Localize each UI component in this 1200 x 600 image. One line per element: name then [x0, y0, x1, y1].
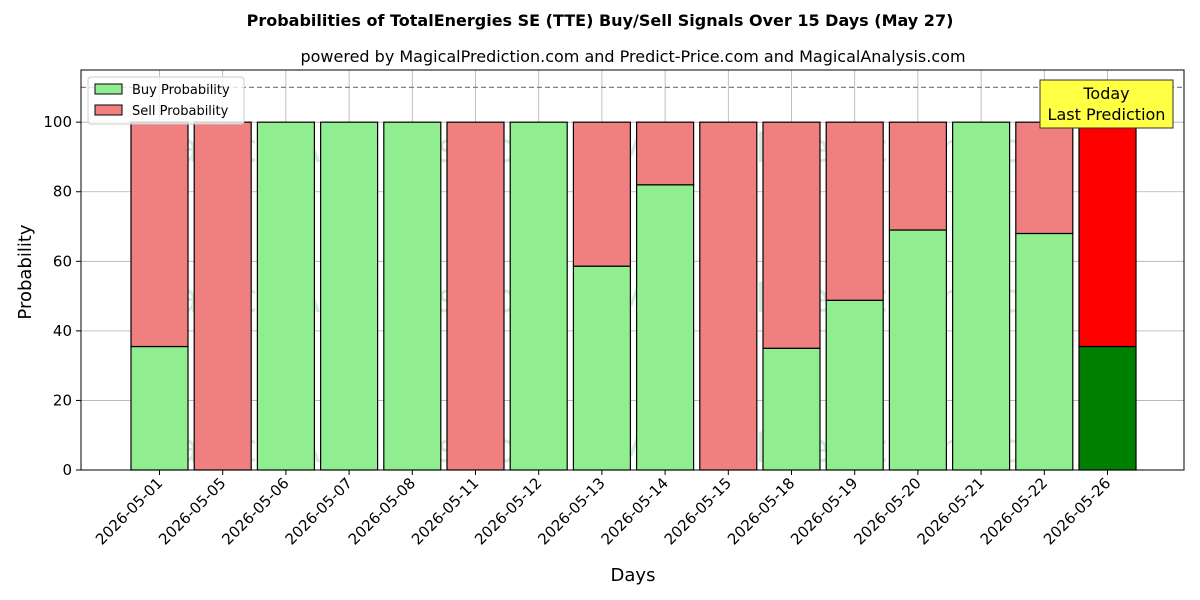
bar-buy: [130, 345, 189, 471]
bar-buy: [383, 121, 442, 471]
legend: Buy Probability Sell Probability: [87, 76, 245, 125]
x-tick-label: 2026-05-08: [345, 474, 419, 548]
x-tick-label: 2026-05-06: [218, 474, 292, 548]
bar-buy: [1015, 232, 1074, 471]
x-tick-label: 2026-05-20: [850, 474, 924, 548]
x-tick-label: 2026-05-01: [92, 474, 166, 548]
bar-layer: [130, 121, 1137, 471]
bar-sell: [888, 121, 948, 231]
x-tick-label: 2026-05-05: [155, 474, 229, 548]
y-tick-label: 0: [62, 461, 72, 479]
y-tick-label: 100: [43, 113, 72, 131]
y-axis: 0 20 40 60 80 100: [43, 113, 81, 479]
x-axis: 2026-05-012026-05-052026-05-062026-05-07…: [92, 470, 1114, 548]
x-tick-label: 2026-05-18: [724, 474, 798, 548]
bar-buy: [635, 184, 695, 471]
bar-sell: [825, 121, 884, 301]
x-tick-label: 2026-05-13: [534, 474, 608, 548]
bar-sell: [130, 121, 189, 348]
bar-buy: [256, 121, 315, 471]
legend-label: Sell Probability: [132, 104, 229, 119]
x-tick-label: 2026-05-15: [661, 474, 735, 548]
bar-sell: [762, 121, 821, 349]
x-tick-label: 2026-05-19: [787, 474, 861, 548]
x-tick-label: 2026-05-07: [282, 474, 356, 548]
x-tick-label: 2026-05-11: [408, 474, 482, 548]
x-tick-label: 2026-05-12: [471, 474, 545, 548]
annotation-text: Today: [1082, 84, 1129, 103]
chart-title: Probabilities of TotalEnergies SE (TTE) …: [247, 11, 954, 30]
annotation-text: Last Prediction: [1048, 105, 1166, 124]
bar-sell: [446, 121, 505, 471]
bar-sell: [1078, 121, 1137, 348]
x-tick-label: 2026-05-21: [914, 474, 988, 548]
legend-box: [87, 76, 245, 125]
y-tick-label: 20: [53, 391, 72, 409]
bar-sell: [1015, 121, 1074, 235]
x-tick-label: 2026-05-26: [1040, 474, 1114, 548]
bar-buy: [320, 121, 379, 471]
y-axis-label: Probability: [15, 224, 36, 319]
bar-buy: [951, 121, 1011, 471]
bar-sell: [193, 121, 252, 471]
bar-buy: [1078, 345, 1137, 471]
bar-sell: [635, 121, 695, 186]
legend-swatch: [94, 83, 123, 95]
bar-sell: [572, 121, 632, 267]
bar-sell: [699, 121, 758, 471]
y-tick-label: 40: [53, 322, 72, 340]
legend-swatch: [94, 104, 123, 116]
x-tick-label: 2026-05-14: [598, 474, 672, 548]
legend-label: Buy Probability: [132, 83, 230, 98]
bar-buy: [509, 121, 568, 471]
bar-buy: [572, 265, 632, 471]
plot-frame: [80, 69, 1185, 471]
x-tick-label: 2026-05-22: [977, 474, 1051, 548]
y-tick-label: 80: [53, 183, 72, 201]
x-axis-label: Days: [611, 565, 656, 586]
bar-buy: [825, 299, 884, 471]
annotation-box: [1039, 79, 1174, 129]
y-tick-label: 60: [53, 252, 72, 270]
bar-buy: [762, 347, 821, 471]
chart-subtitle: powered by MagicalPrediction.com and Pre…: [300, 47, 965, 66]
bar-buy: [888, 229, 948, 471]
today-annotation: Today Last Prediction: [1039, 79, 1174, 129]
